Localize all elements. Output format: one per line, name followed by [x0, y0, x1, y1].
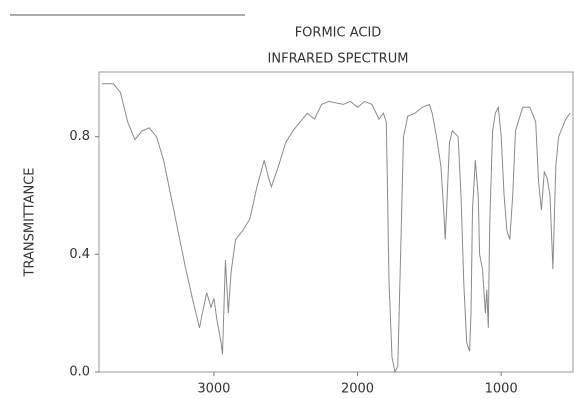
y-tick-label: 0.8 — [69, 129, 90, 144]
plot-frame — [98, 71, 574, 373]
spectrum-line — [101, 83, 571, 374]
chart-title: FORMIC ACID — [295, 26, 382, 41]
x-tick-label: 3000 — [197, 382, 230, 397]
y-tick-label: 0.0 — [69, 365, 90, 380]
y-tick-label: 0.4 — [69, 247, 90, 262]
y-axis-label: TRANSMITTANCE — [23, 168, 38, 278]
chart-title: INFRARED SPECTRUM — [268, 52, 409, 67]
x-tick-label: 1000 — [485, 382, 518, 397]
x-tick-label: 2000 — [341, 382, 374, 397]
